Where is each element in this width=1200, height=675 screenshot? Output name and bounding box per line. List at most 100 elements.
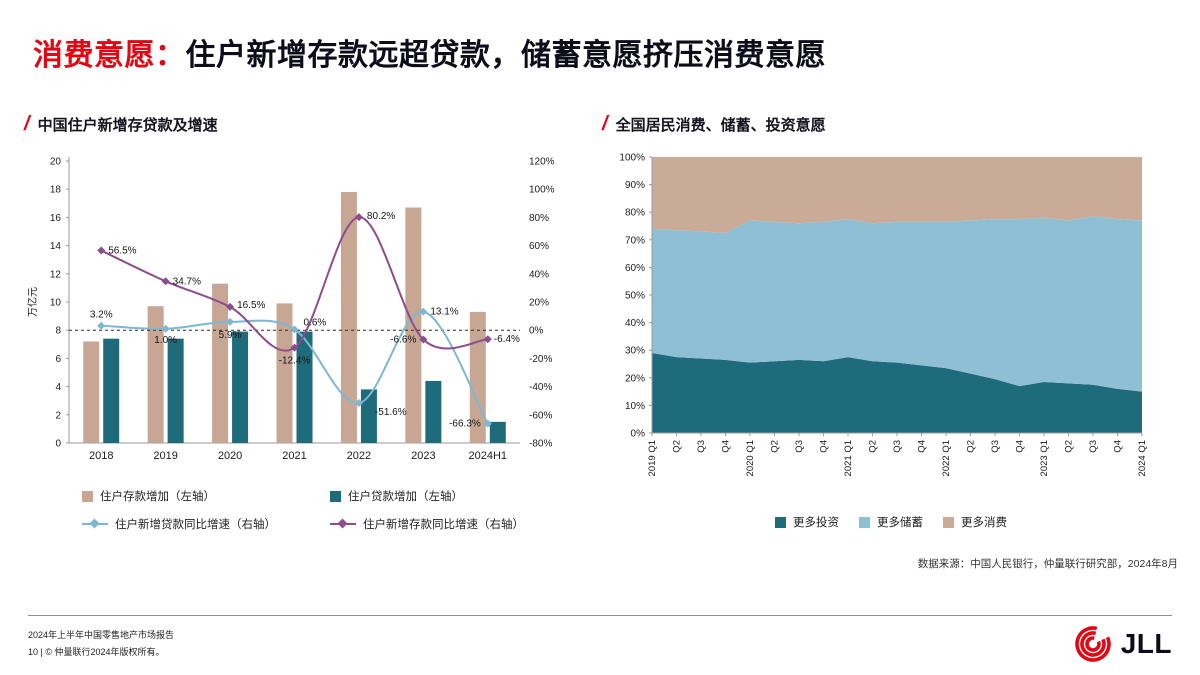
red-slash-icon: / xyxy=(602,113,608,135)
svg-text:60%: 60% xyxy=(529,241,549,252)
legend-deposit-growth-label: 住户新增存款同比增速（右轴） xyxy=(363,519,524,531)
svg-text:0%: 0% xyxy=(631,429,646,440)
deposit-bar-swatch-icon xyxy=(82,490,93,502)
loan-growth-line-marker-icon xyxy=(82,518,108,529)
svg-text:3.2%: 3.2% xyxy=(90,310,113,321)
jll-logo-icon xyxy=(1074,626,1111,662)
svg-text:2024 Q1: 2024 Q1 xyxy=(1137,440,1148,476)
svg-text:80%: 80% xyxy=(625,208,645,219)
svg-text:4: 4 xyxy=(55,382,61,393)
svg-text:Q2: Q2 xyxy=(868,440,879,453)
legend-loan-growth-line: 住户新增贷款同比增速（右轴） xyxy=(82,516,330,532)
svg-text:120%: 120% xyxy=(529,157,555,168)
deposit-loan-combo-chart: 0 2 4 6 8 10 12 14 16 18 20 -80% -60% -40% -20% 0% 20% 40… xyxy=(26,157,555,463)
svg-text:Q4: Q4 xyxy=(1113,440,1124,453)
right-chart-header: / 全国居民消费、储蓄、投资意愿 xyxy=(602,114,1180,135)
legend-loan-bar: 住户贷款增加（左轴） xyxy=(330,488,620,504)
svg-text:Q4: Q4 xyxy=(721,440,732,453)
svg-text:2021 Q1: 2021 Q1 xyxy=(843,440,854,476)
svg-text:Q2: Q2 xyxy=(1064,440,1075,453)
svg-text:-6.6%: -6.6% xyxy=(390,335,416,346)
svg-text:5.9%: 5.9% xyxy=(219,330,242,341)
svg-text:80.2%: 80.2% xyxy=(367,211,395,222)
legend-loan-bar-label: 住户贷款增加（左轴） xyxy=(348,491,463,503)
right-chart-legend: 更多投资 更多储蓄 更多消费 xyxy=(602,514,1180,530)
svg-text:万亿元: 万亿元 xyxy=(26,287,39,317)
legend-save: 更多储蓄 xyxy=(859,514,923,530)
svg-text:20: 20 xyxy=(50,157,62,168)
svg-text:100%: 100% xyxy=(529,185,555,196)
svg-text:-20%: -20% xyxy=(529,354,552,365)
svg-text:2: 2 xyxy=(55,410,61,421)
left-chart-header: / 中国住户新增存贷款及增速 xyxy=(24,114,602,135)
svg-text:2022 Q1: 2022 Q1 xyxy=(941,440,952,476)
svg-text:Q3: Q3 xyxy=(892,440,903,453)
legend-consume: 更多消费 xyxy=(943,514,1007,530)
title-rest: 住户新增存款远超贷款，储蓄意愿挤压消费意愿 xyxy=(185,39,826,72)
svg-text:2019: 2019 xyxy=(153,450,177,462)
svg-text:Q2: Q2 xyxy=(966,440,977,453)
svg-text:-40%: -40% xyxy=(529,382,552,393)
willingness-stacked-area-chart: 0% 10% 20% 30% 40% 50% 60% 70% 80% 90% 100% 2019 Q1… xyxy=(619,153,1148,477)
svg-text:40%: 40% xyxy=(625,318,645,329)
legend-deposit-bar: 住户存款增加（左轴） xyxy=(82,488,330,504)
page-title: 消费意愿：住户新增存款远超贷款，储蓄意愿挤压消费意愿 xyxy=(33,30,826,74)
svg-text:14: 14 xyxy=(50,241,62,252)
svg-text:Q4: Q4 xyxy=(819,440,830,453)
svg-text:2019 Q1: 2019 Q1 xyxy=(647,440,658,476)
svg-text:8: 8 xyxy=(55,326,61,337)
svg-text:Q3: Q3 xyxy=(794,440,805,453)
legend-loan-growth-label: 住户新增贷款同比增速（右轴） xyxy=(115,519,276,531)
svg-text:40%: 40% xyxy=(529,269,549,280)
right-chart-title: 全国居民消费、储蓄、投资意愿 xyxy=(615,117,826,134)
jll-logo-text: JLL xyxy=(1120,628,1172,659)
svg-text:-80%: -80% xyxy=(529,439,552,450)
charts-row: / 中国住户新增存贷款及增速 0 2 4 6 8 10 12 14 16 18 20 -80% -60%… xyxy=(24,114,1180,571)
left-chart-legend: 住户存款增加（左轴） 住户贷款增加（左轴） 住户新增贷款同比增速（右轴） 住户新… xyxy=(82,488,602,532)
svg-text:30%: 30% xyxy=(625,346,645,357)
svg-text:0%: 0% xyxy=(529,326,544,337)
svg-text:2018: 2018 xyxy=(89,450,113,462)
svg-text:2021: 2021 xyxy=(282,450,306,462)
red-slash-icon: / xyxy=(24,113,30,135)
legend-deposit-growth-line: 住户新增存款同比增速（右轴） xyxy=(330,516,620,532)
legend-save-label: 更多储蓄 xyxy=(877,517,923,529)
svg-text:16: 16 xyxy=(50,213,62,224)
svg-text:Q4: Q4 xyxy=(917,440,928,453)
consume-swatch-icon xyxy=(943,516,954,528)
svg-text:Q3: Q3 xyxy=(990,440,1001,453)
svg-text:Q3: Q3 xyxy=(696,440,707,453)
right-chart-panel: / 全国居民消费、储蓄、投资意愿 0% 10% 20% 30% 40% 50% 60% 70%… xyxy=(602,114,1180,571)
svg-text:18: 18 xyxy=(50,185,62,196)
svg-text:60%: 60% xyxy=(625,263,645,274)
title-highlight: 消费意愿： xyxy=(33,39,186,72)
svg-text:10: 10 xyxy=(50,298,62,309)
svg-text:80%: 80% xyxy=(529,213,549,224)
svg-text:2022: 2022 xyxy=(347,450,371,462)
svg-text:Q4: Q4 xyxy=(1015,440,1026,453)
svg-text:56.5%: 56.5% xyxy=(108,246,136,257)
svg-text:-6.4%: -6.4% xyxy=(494,334,520,345)
svg-text:Q3: Q3 xyxy=(1088,440,1099,453)
deposit-growth-line-marker-icon xyxy=(330,518,356,529)
svg-text:20%: 20% xyxy=(625,373,645,384)
svg-text:70%: 70% xyxy=(625,235,645,246)
legend-invest-label: 更多投资 xyxy=(793,517,839,529)
left-chart-title: 中国住户新增存贷款及增速 xyxy=(37,117,218,134)
svg-text:-60%: -60% xyxy=(529,410,552,421)
svg-text:12: 12 xyxy=(50,269,62,280)
svg-text:1.0%: 1.0% xyxy=(154,335,177,346)
legend-deposit-bar-label: 住户存款增加（左轴） xyxy=(100,491,215,503)
loan-bar-swatch-icon xyxy=(330,490,341,502)
legend-invest: 更多投资 xyxy=(775,514,839,530)
svg-text:0.6%: 0.6% xyxy=(304,317,327,328)
svg-text:6: 6 xyxy=(55,354,61,365)
jll-logo: JLL xyxy=(1072,623,1172,665)
svg-text:-51.6%: -51.6% xyxy=(375,407,407,418)
left-chart-panel: / 中国住户新增存贷款及增速 0 2 4 6 8 10 12 14 16 18 20 -80% -60%… xyxy=(24,114,602,571)
footer-copyright: 10 | © 仲量联行2024年版权所有。 xyxy=(28,647,165,657)
source-note: 数据来源：中国人民银行，仲量联行研究部，2024年8月 xyxy=(917,558,1178,570)
svg-text:13.1%: 13.1% xyxy=(430,307,458,318)
footer-text: 2024年上半年中国零售地产市场报告 10 | © 仲量联行2024年版权所有。 xyxy=(28,627,174,661)
